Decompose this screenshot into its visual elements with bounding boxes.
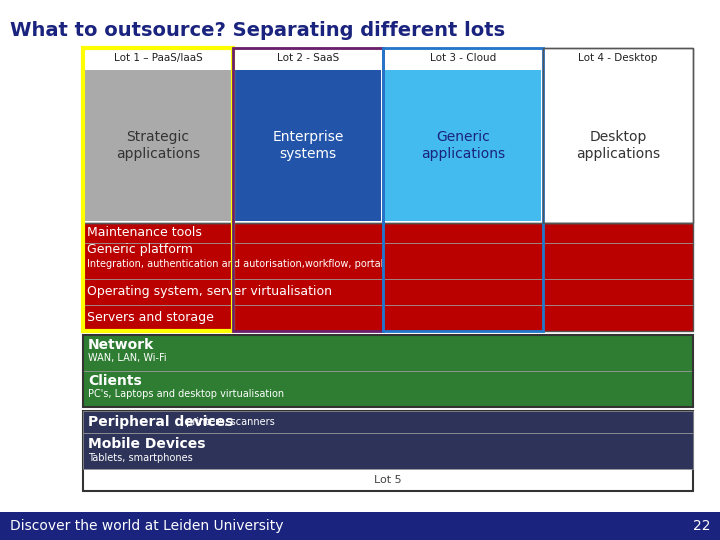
Text: Enterprise
systems: Enterprise systems <box>272 130 343 160</box>
Bar <box>543 48 693 223</box>
Text: Network: Network <box>88 338 154 352</box>
Bar <box>233 48 383 331</box>
Bar <box>383 48 543 331</box>
Text: Peripheral devices: Peripheral devices <box>88 415 233 429</box>
Bar <box>83 223 693 243</box>
Text: Operating system, server virtualisation: Operating system, server virtualisation <box>87 286 332 299</box>
Bar <box>83 411 693 433</box>
Bar <box>545 70 691 221</box>
Bar <box>385 70 541 221</box>
Text: Strategic
applications: Strategic applications <box>116 130 200 160</box>
Bar <box>0 512 720 540</box>
Bar <box>83 48 233 68</box>
Text: Maintenance tools: Maintenance tools <box>87 226 202 240</box>
Text: Integration, authentication and autorisation,workflow, portal: Integration, authentication and autorisa… <box>87 259 383 269</box>
Text: Discover the world at Leiden University: Discover the world at Leiden University <box>10 519 284 533</box>
Text: Clients: Clients <box>88 374 142 388</box>
Text: Desktop
applications: Desktop applications <box>576 130 660 160</box>
Text: Lot 5: Lot 5 <box>374 475 402 485</box>
Text: Generic platform: Generic platform <box>87 244 193 256</box>
Text: WAN, LAN, Wi-Fi: WAN, LAN, Wi-Fi <box>88 353 166 363</box>
Text: 22: 22 <box>693 519 710 533</box>
Text: PC's, Laptops and desktop virtualisation: PC's, Laptops and desktop virtualisation <box>88 389 284 399</box>
Bar <box>83 243 693 279</box>
Text: Lot 4 - Desktop: Lot 4 - Desktop <box>578 53 657 63</box>
Bar <box>83 305 693 331</box>
Bar <box>233 48 383 68</box>
Bar <box>83 411 693 491</box>
Bar <box>83 48 233 331</box>
Bar <box>83 371 693 407</box>
Text: Lot 2 - SaaS: Lot 2 - SaaS <box>277 53 339 63</box>
Text: printers, scanners: printers, scanners <box>183 417 275 427</box>
Text: Generic
applications: Generic applications <box>421 130 505 160</box>
Bar <box>85 70 231 221</box>
Bar <box>543 48 693 68</box>
Bar <box>83 335 693 407</box>
Text: Lot 3 - Cloud: Lot 3 - Cloud <box>430 53 496 63</box>
Bar <box>83 433 693 469</box>
Text: Mobile Devices: Mobile Devices <box>88 437 205 451</box>
Bar <box>83 223 693 331</box>
Bar <box>383 48 543 68</box>
Text: Lot 1 – PaaS/IaaS: Lot 1 – PaaS/IaaS <box>114 53 202 63</box>
Bar <box>235 70 381 221</box>
Bar <box>83 335 693 371</box>
Text: What to outsource? Separating different lots: What to outsource? Separating different … <box>10 21 505 39</box>
Text: Servers and storage: Servers and storage <box>87 312 214 325</box>
Text: Tablets, smartphones: Tablets, smartphones <box>88 453 193 463</box>
Bar <box>83 279 693 305</box>
Bar <box>83 48 693 223</box>
